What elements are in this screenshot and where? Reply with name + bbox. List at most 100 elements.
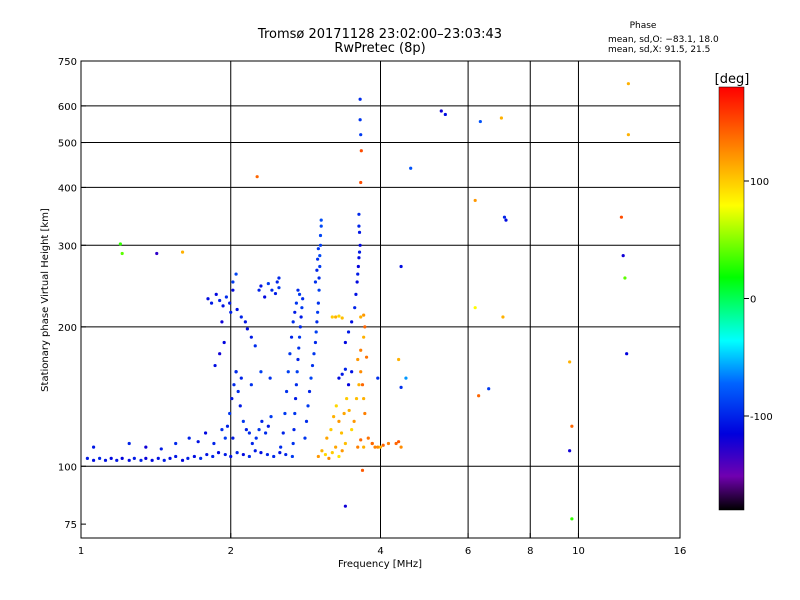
data-point (330, 451, 334, 455)
data-point (209, 301, 214, 305)
data-point (404, 376, 408, 380)
data-point (320, 449, 324, 453)
data-point (626, 133, 630, 137)
data-point (399, 264, 403, 269)
data-point (263, 295, 267, 299)
data-point (342, 411, 346, 416)
data-point (263, 431, 268, 435)
data-point (174, 441, 178, 446)
x-axis: 1 2 4 6 8 10 16 (78, 533, 686, 557)
data-point (362, 313, 366, 317)
phase-stats-x: mean, sd,X: 91.5, 21.5 (608, 45, 710, 55)
data-point (315, 320, 319, 324)
data-point (144, 456, 148, 460)
colorbar-label: [deg] (715, 72, 750, 87)
data-point (255, 175, 259, 179)
data-point (477, 394, 481, 398)
data-point (212, 441, 216, 446)
data-point (225, 424, 230, 428)
data-point (499, 116, 504, 120)
data-point (234, 370, 238, 374)
data-point (359, 370, 363, 374)
data-point (310, 363, 315, 368)
data-point (340, 316, 344, 320)
data-point (307, 389, 312, 394)
data-point (397, 357, 401, 362)
data-point (297, 346, 301, 350)
data-point (357, 230, 362, 234)
data-point (340, 372, 344, 376)
data-point (619, 215, 624, 219)
data-point (296, 288, 300, 292)
data-point (259, 370, 263, 374)
data-point (360, 468, 365, 472)
data-point (327, 456, 331, 460)
data-point (293, 310, 297, 314)
data-point (223, 436, 227, 440)
data-point (347, 408, 351, 413)
data-point (231, 280, 235, 284)
data-point (315, 268, 319, 272)
y-tick-label: 600 (58, 102, 77, 113)
data-point (291, 441, 295, 446)
data-point (359, 180, 363, 185)
data-point (216, 451, 221, 455)
data-point (357, 212, 361, 216)
y-tick-label: 100 (58, 462, 77, 473)
data-point (502, 215, 507, 219)
data-point (293, 396, 298, 401)
phase-stats-o: mean, sd,O: −83.1, 18.0 (608, 35, 719, 45)
data-point (340, 449, 344, 453)
data-point (360, 383, 365, 387)
chart-title: Tromsø 20171128 23:02:00–23:03:43 (257, 27, 502, 42)
data-point (570, 424, 574, 428)
data-point (354, 292, 358, 297)
data-point (98, 456, 102, 460)
y-tick-label: 200 (58, 323, 77, 334)
data-point (304, 419, 309, 423)
data-point (270, 288, 274, 292)
data-point (358, 243, 362, 247)
data-point (334, 404, 338, 408)
data-point (269, 415, 273, 419)
data-point (155, 251, 159, 256)
data-point (312, 352, 316, 356)
data-point (206, 297, 210, 301)
data-point (359, 315, 363, 319)
data-point (357, 383, 361, 387)
data-point (319, 218, 323, 222)
data-point (260, 419, 264, 423)
data-point (196, 440, 200, 444)
data-point (247, 431, 251, 435)
data-point (397, 440, 401, 444)
data-point (621, 254, 625, 258)
x-tick-label: 10 (572, 546, 585, 557)
data-point (316, 247, 320, 251)
data-point (318, 243, 323, 247)
data-point (229, 310, 233, 314)
data-point (187, 436, 191, 440)
data-point (362, 396, 366, 401)
data-point (316, 301, 320, 305)
grid-lines (81, 61, 680, 538)
data-point (245, 327, 249, 331)
data-point (473, 306, 477, 310)
data-point (249, 335, 253, 339)
y-tick-label: 750 (58, 57, 77, 68)
data-point (478, 119, 482, 124)
data-point (339, 431, 344, 435)
x-axis-label: Frequency [MHz] (338, 559, 422, 570)
data-point (205, 452, 209, 457)
data-point (199, 456, 203, 460)
data-point (568, 360, 572, 364)
data-point (162, 458, 166, 462)
data-point (381, 443, 385, 447)
data-point (352, 419, 356, 423)
data-point (362, 335, 366, 339)
colorbar-tick-label: 100 (750, 177, 769, 188)
data-point (281, 431, 285, 435)
y-tick-label: 500 (58, 139, 77, 150)
data-point (625, 352, 629, 356)
data-point (294, 301, 298, 305)
